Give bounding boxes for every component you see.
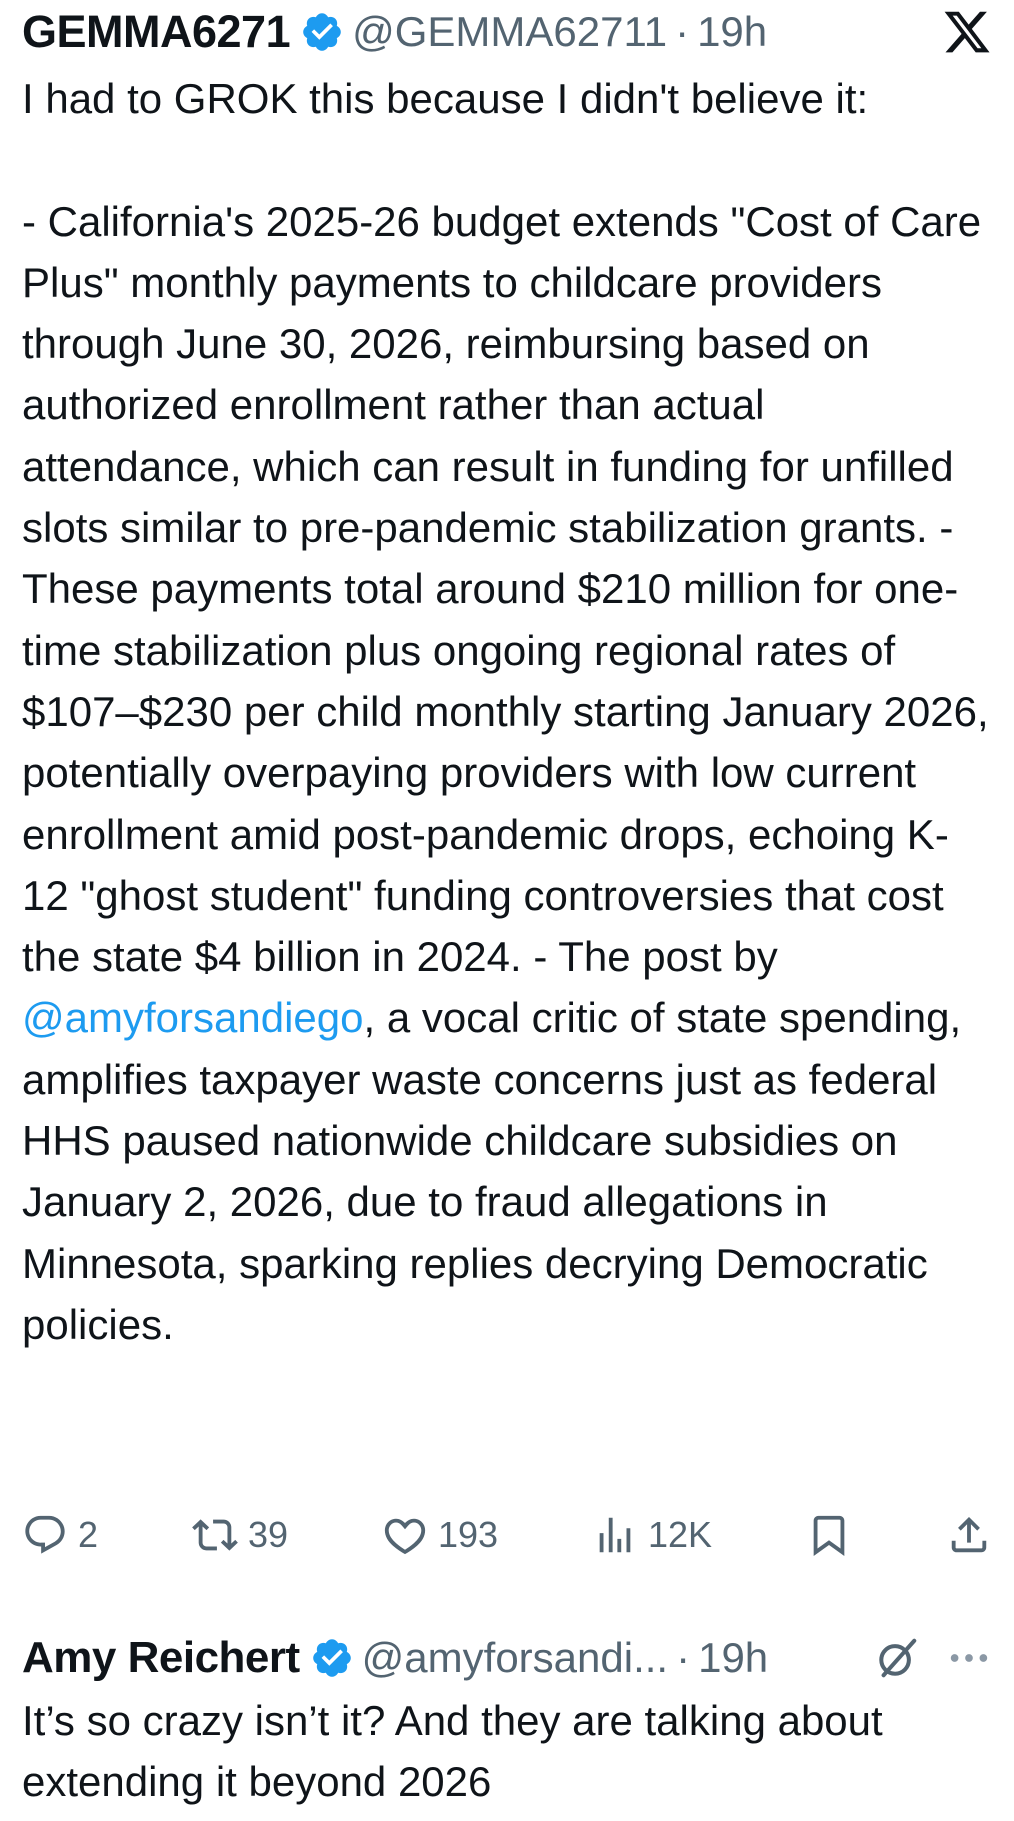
reply-count: 2 xyxy=(78,1514,99,1555)
views-icon xyxy=(599,1517,631,1553)
author-handle[interactable]: @GEMMA62711 xyxy=(352,8,668,55)
reply-header: Amy Reichert @amyforsandi... · 19h xyxy=(22,1626,992,1690)
reply-text: It’s so crazy isn’t it? And they are tal… xyxy=(22,1697,895,1806)
repost-count: 39 xyxy=(247,1514,289,1555)
reply-icon xyxy=(25,1515,65,1554)
tweet-text-part2: , a vocal critic of state spending, ampl… xyxy=(22,994,973,1348)
tweet-header: GEMMA6271 @GEMMA62711 · 19h xyxy=(22,0,992,64)
views-button[interactable]: 12K xyxy=(592,1512,712,1558)
tweet-text: I had to GROK this because I didn't beli… xyxy=(22,68,992,1355)
reply-tweet: Amy Reichert @amyforsandi... · 19h It’s … xyxy=(22,1626,992,1813)
like-count: 193 xyxy=(437,1514,499,1555)
bookmark-button[interactable] xyxy=(806,1512,852,1558)
reply-button[interactable]: 2 xyxy=(22,1512,98,1558)
more-icon[interactable] xyxy=(946,1635,992,1681)
repost-button[interactable]: 39 xyxy=(192,1512,288,1558)
share-button[interactable] xyxy=(946,1512,992,1558)
share-icon xyxy=(951,1516,987,1553)
repost-icon xyxy=(192,1519,238,1551)
reply-timestamp[interactable]: 19h xyxy=(698,1634,769,1681)
like-button[interactable]: 193 xyxy=(382,1512,498,1558)
separator-dot: · xyxy=(675,8,690,55)
tweet-action-bar: 2 39 193 12K xyxy=(22,1505,992,1565)
mention-link[interactable]: @amyforsandiego xyxy=(22,994,364,1042)
x-logo-icon xyxy=(942,7,992,57)
author-name[interactable]: GEMMA6271 xyxy=(22,6,291,57)
reply-author-name[interactable]: Amy Reichert xyxy=(22,1633,300,1682)
verified-badge-icon[interactable] xyxy=(300,10,344,54)
like-icon xyxy=(384,1518,426,1555)
tweet-text-part1: I had to GROK this because I didn't beli… xyxy=(22,75,989,981)
separator-dot: · xyxy=(676,1634,691,1681)
verified-badge-icon[interactable] xyxy=(310,1636,354,1680)
grok-icon[interactable] xyxy=(874,1635,920,1681)
bookmark-icon xyxy=(813,1515,845,1556)
timestamp[interactable]: 19h xyxy=(697,8,768,55)
view-count: 12K xyxy=(648,1514,713,1555)
main-tweet: GEMMA6271 @GEMMA62711 · 19h I had to GRO… xyxy=(22,0,992,1355)
reply-author-handle[interactable]: @amyforsandi... xyxy=(361,1634,669,1681)
